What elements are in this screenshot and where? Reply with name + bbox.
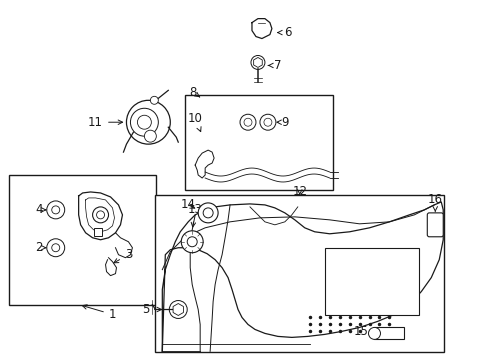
Text: 5: 5 xyxy=(142,303,161,316)
Circle shape xyxy=(126,100,171,144)
Bar xyxy=(185,95,333,190)
Text: 8: 8 xyxy=(190,86,200,99)
Text: 6: 6 xyxy=(278,26,292,39)
Circle shape xyxy=(203,208,213,218)
Text: 12: 12 xyxy=(293,185,307,198)
Bar xyxy=(325,248,419,315)
Bar xyxy=(9,175,156,305)
Circle shape xyxy=(251,55,265,69)
Circle shape xyxy=(169,301,187,319)
Circle shape xyxy=(187,237,197,247)
Circle shape xyxy=(181,231,203,253)
Text: 16: 16 xyxy=(428,193,443,212)
Circle shape xyxy=(130,108,158,136)
Text: 11: 11 xyxy=(88,116,122,129)
Text: 13: 13 xyxy=(188,203,203,227)
Circle shape xyxy=(198,203,218,223)
Circle shape xyxy=(137,115,151,129)
Circle shape xyxy=(264,118,272,126)
Text: 4: 4 xyxy=(35,203,46,216)
Bar xyxy=(155,195,444,352)
Circle shape xyxy=(47,201,65,219)
Circle shape xyxy=(52,244,60,252)
Text: 14: 14 xyxy=(181,198,196,211)
Circle shape xyxy=(93,207,108,223)
Circle shape xyxy=(145,130,156,142)
Circle shape xyxy=(52,206,60,214)
Bar xyxy=(94,228,101,236)
Circle shape xyxy=(47,239,65,257)
Text: 10: 10 xyxy=(188,112,203,132)
Polygon shape xyxy=(254,58,262,67)
Text: 2: 2 xyxy=(35,241,46,254)
Circle shape xyxy=(240,114,256,130)
Text: 7: 7 xyxy=(269,59,282,72)
Circle shape xyxy=(97,211,104,219)
Text: 1: 1 xyxy=(82,305,116,321)
Polygon shape xyxy=(173,303,183,315)
Text: 3: 3 xyxy=(114,248,132,263)
FancyBboxPatch shape xyxy=(427,213,443,237)
Circle shape xyxy=(150,96,158,104)
Text: 9: 9 xyxy=(277,116,289,129)
Circle shape xyxy=(244,118,252,126)
Text: 15: 15 xyxy=(354,325,373,338)
Circle shape xyxy=(368,328,380,339)
Bar xyxy=(374,328,404,339)
Circle shape xyxy=(260,114,276,130)
